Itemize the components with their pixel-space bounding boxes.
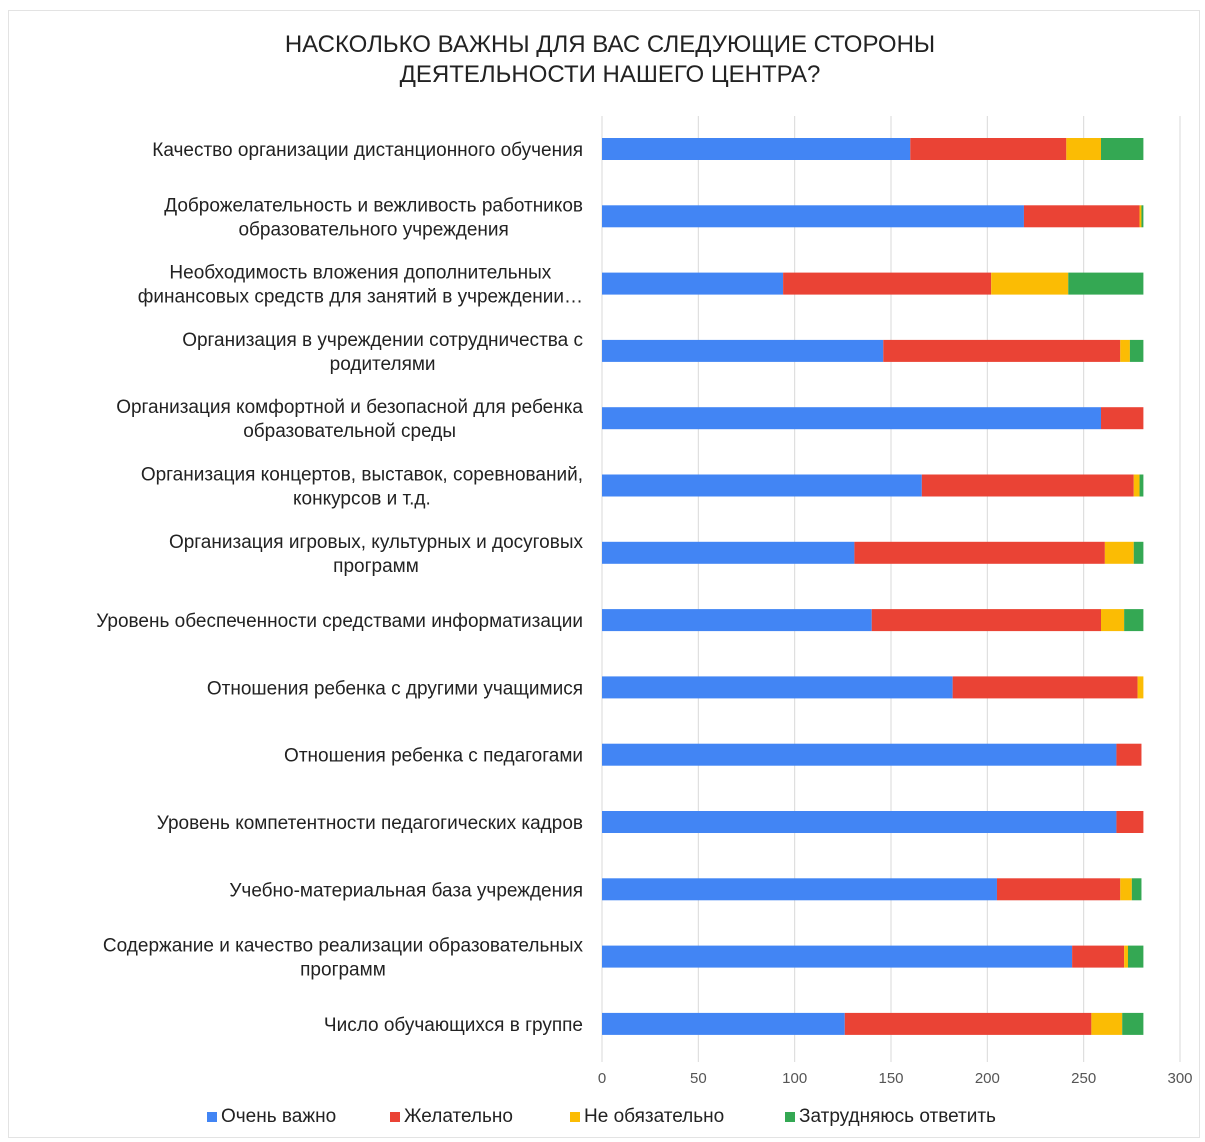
legend-swatch bbox=[785, 1112, 795, 1122]
category-label: Необходимость вложения дополнительных bbox=[169, 263, 551, 284]
category-label: родителями bbox=[330, 354, 436, 375]
legend-label: Не обязательно bbox=[584, 1106, 724, 1127]
legend: Очень важно Желательно Не обязательно Затру… bbox=[207, 1106, 996, 1127]
chart-title-line: ДЕЯТЕЛЬНОСТИ НАШЕГО ЦЕНТРА? bbox=[400, 61, 821, 88]
bar-segment bbox=[1127, 945, 1144, 968]
bar-segment bbox=[1139, 205, 1142, 228]
bar-segment bbox=[602, 474, 922, 497]
category-label: программ bbox=[300, 960, 386, 981]
bar-segment bbox=[602, 541, 855, 564]
bar-segment bbox=[1120, 878, 1132, 901]
bar-segment bbox=[921, 474, 1134, 497]
bar-segment bbox=[1133, 541, 1144, 564]
bar-segment bbox=[1116, 811, 1144, 833]
x-axis-ticks: 0 50 100 150 200 250 300 bbox=[598, 1070, 1193, 1087]
bar-segment bbox=[1131, 878, 1142, 901]
bar-segment bbox=[1091, 1012, 1123, 1035]
bar-segment bbox=[952, 676, 1138, 699]
bar-segment bbox=[1141, 205, 1144, 228]
bar-segment bbox=[602, 676, 953, 699]
bar-segment bbox=[1137, 676, 1144, 699]
bar-segment bbox=[602, 407, 1102, 430]
bar-segment bbox=[854, 541, 1105, 564]
bar-segment bbox=[996, 878, 1121, 901]
bar-segment bbox=[1129, 339, 1144, 362]
x-tick-label: 250 bbox=[1071, 1070, 1096, 1087]
x-tick-label: 200 bbox=[975, 1070, 1000, 1087]
bar-segment bbox=[602, 945, 1073, 968]
bar-segment bbox=[1101, 138, 1144, 160]
bar-segment bbox=[602, 811, 1117, 833]
bar-segment bbox=[602, 609, 872, 632]
x-tick-label: 150 bbox=[878, 1070, 903, 1087]
bar-segment bbox=[602, 138, 911, 160]
bar-segment bbox=[910, 138, 1067, 160]
category-label: Уровень обеспеченности средствами информ… bbox=[96, 611, 583, 632]
category-label: Организация концертов, выставок, соревно… bbox=[141, 465, 583, 486]
category-label: Учебно-материальная база учреждения bbox=[229, 880, 583, 901]
category-label: финансовых средств для занятий в учрежде… bbox=[138, 287, 583, 308]
bar-segment bbox=[1101, 609, 1125, 632]
bar-segment bbox=[844, 1012, 1092, 1035]
x-tick-label: 300 bbox=[1167, 1070, 1192, 1087]
bar-segment bbox=[602, 878, 997, 901]
category-label: Организация в учреждении сотрудничества … bbox=[182, 330, 583, 351]
legend-swatch bbox=[390, 1112, 400, 1122]
legend-swatch bbox=[570, 1112, 580, 1122]
bar-segment bbox=[783, 272, 992, 295]
category-label: конкурсов и т.д. bbox=[293, 489, 431, 510]
category-label: образовательной среды bbox=[243, 421, 456, 442]
bar-segment bbox=[991, 272, 1069, 295]
category-label: Отношения ребенка с другими учащимися bbox=[207, 678, 583, 699]
category-label: образовательного учреждения bbox=[238, 219, 508, 240]
category-label: Отношения ребенка с педагогами bbox=[284, 746, 583, 767]
category-label: Организация игровых, культурных и досуго… bbox=[169, 532, 584, 553]
bar-segment bbox=[1122, 1012, 1144, 1035]
legend-label: Очень важно bbox=[221, 1106, 336, 1127]
legend-swatch bbox=[207, 1112, 217, 1122]
category-label: Содержание и качество реализации образов… bbox=[103, 936, 584, 957]
bar-segment bbox=[1072, 945, 1125, 968]
bar-segment bbox=[602, 743, 1117, 766]
category-label: Организация комфортной и безопасной для … bbox=[116, 397, 583, 418]
chart-title-line: НАСКОЛЬКО ВАЖНЫ ДЛЯ ВАС СЛЕДУЮЩИЕ СТОРОН… bbox=[285, 31, 935, 58]
y-axis-labels: Качество организации дистанционного обуч… bbox=[96, 140, 583, 1036]
x-gridlines bbox=[601, 116, 1181, 1062]
bar-segment bbox=[1124, 609, 1144, 632]
bar-segment bbox=[871, 609, 1102, 632]
bar-segment bbox=[1104, 541, 1134, 564]
bar-series bbox=[602, 138, 1144, 1035]
bar-segment bbox=[1066, 138, 1102, 160]
bar-segment bbox=[1120, 339, 1130, 362]
bar-segment bbox=[1116, 743, 1142, 766]
bar-segment bbox=[883, 339, 1121, 362]
bar-segment bbox=[1068, 272, 1144, 295]
category-label: Доброжелательность и вежливость работник… bbox=[164, 195, 583, 216]
bar-segment bbox=[602, 205, 1024, 228]
bar-segment bbox=[602, 272, 784, 295]
x-tick-label: 0 bbox=[598, 1070, 606, 1087]
bar-segment bbox=[1023, 205, 1140, 228]
legend-label: Затрудняюсь ответить bbox=[799, 1106, 996, 1127]
bar-segment bbox=[1139, 474, 1144, 497]
bar-segment bbox=[602, 1012, 845, 1035]
category-label: Качество организации дистанционного обуч… bbox=[152, 140, 583, 161]
bar-segment bbox=[1124, 945, 1128, 968]
bar-segment bbox=[1133, 474, 1140, 497]
bar-segment bbox=[1101, 407, 1144, 430]
chart-title: НАСКОЛЬКО ВАЖНЫ ДЛЯ ВАС СЛЕДУЮЩИЕ СТОРОН… bbox=[285, 31, 935, 88]
x-tick-label: 50 bbox=[690, 1070, 707, 1087]
bar-segment bbox=[602, 339, 884, 362]
category-label: Число обучающихся в группе bbox=[324, 1015, 583, 1036]
legend-label: Желательно bbox=[404, 1106, 513, 1127]
category-label: программ bbox=[333, 556, 419, 577]
x-tick-label: 100 bbox=[782, 1070, 807, 1087]
category-label: Уровень компетентности педагогических ка… bbox=[157, 813, 583, 834]
